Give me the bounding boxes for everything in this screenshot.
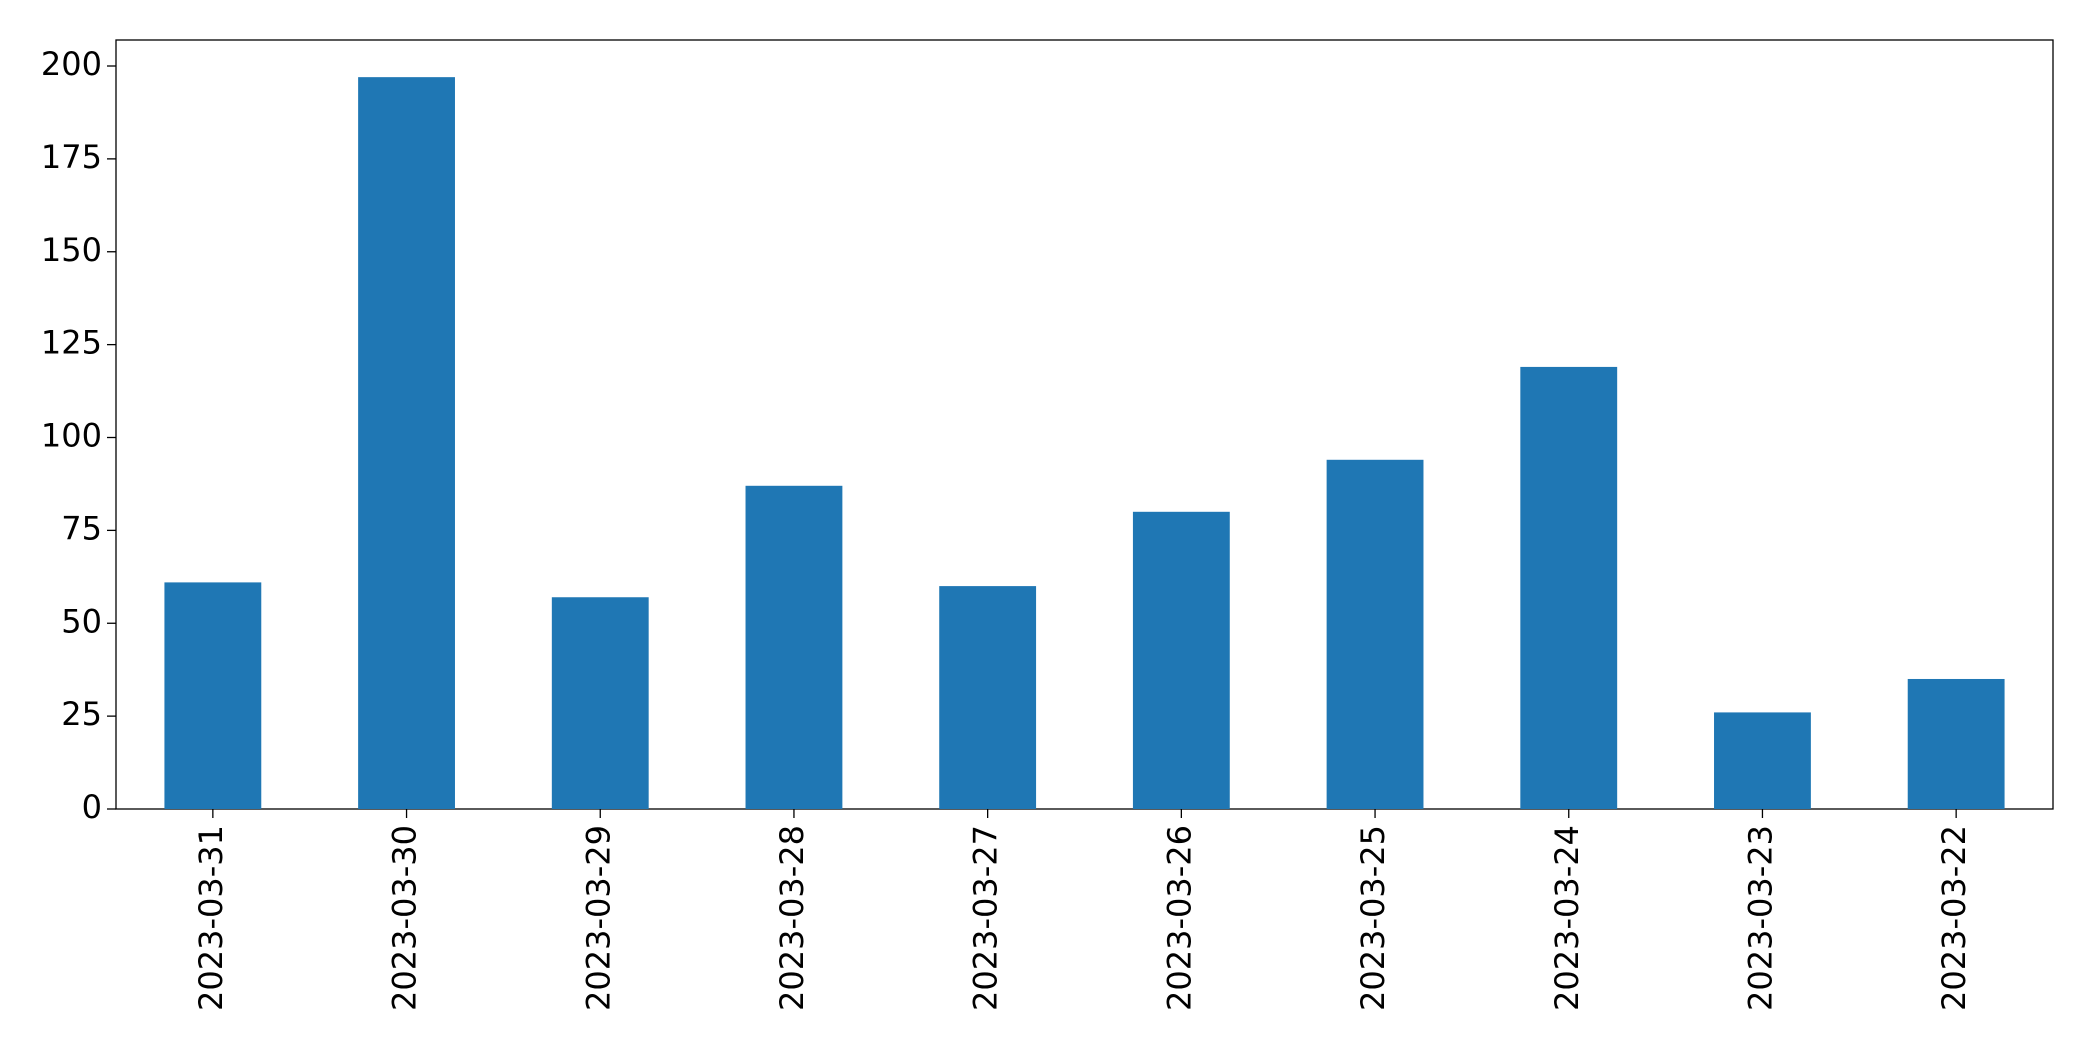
y-tick-label: 125 xyxy=(41,324,102,362)
bar xyxy=(164,582,262,809)
y-tick-label: 150 xyxy=(41,231,102,269)
bar xyxy=(745,485,843,809)
bar xyxy=(551,597,649,809)
x-tick-label: 2023-03-24 xyxy=(1548,825,1586,1011)
bar xyxy=(1907,678,2005,809)
x-tick-label: 2023-03-30 xyxy=(386,825,424,1011)
x-tick-label: 2023-03-22 xyxy=(1935,825,1973,1011)
x-tick-label: 2023-03-23 xyxy=(1741,825,1779,1011)
x-tick-label: 2023-03-31 xyxy=(192,825,230,1011)
bar xyxy=(1326,459,1424,809)
y-tick-label: 50 xyxy=(61,602,102,640)
bar xyxy=(939,586,1037,809)
y-tick-label: 75 xyxy=(61,509,102,547)
axes-frame xyxy=(115,39,2054,810)
bar xyxy=(358,77,455,809)
x-tick-label: 2023-03-25 xyxy=(1354,825,1392,1011)
bar xyxy=(1714,712,1811,809)
bar xyxy=(1132,511,1230,809)
y-tick-label: 25 xyxy=(61,695,102,733)
y-tick-label: 0 xyxy=(82,788,102,826)
x-tick-label: 2023-03-28 xyxy=(773,825,811,1011)
x-tick-label: 2023-03-29 xyxy=(579,825,617,1011)
x-tick-label: 2023-03-27 xyxy=(967,825,1005,1011)
y-tick-label: 100 xyxy=(41,417,102,455)
x-tick-label: 2023-03-26 xyxy=(1160,825,1198,1011)
y-tick-label: 175 xyxy=(41,138,102,176)
bar xyxy=(1520,366,1618,809)
y-tick-label: 200 xyxy=(41,45,102,83)
